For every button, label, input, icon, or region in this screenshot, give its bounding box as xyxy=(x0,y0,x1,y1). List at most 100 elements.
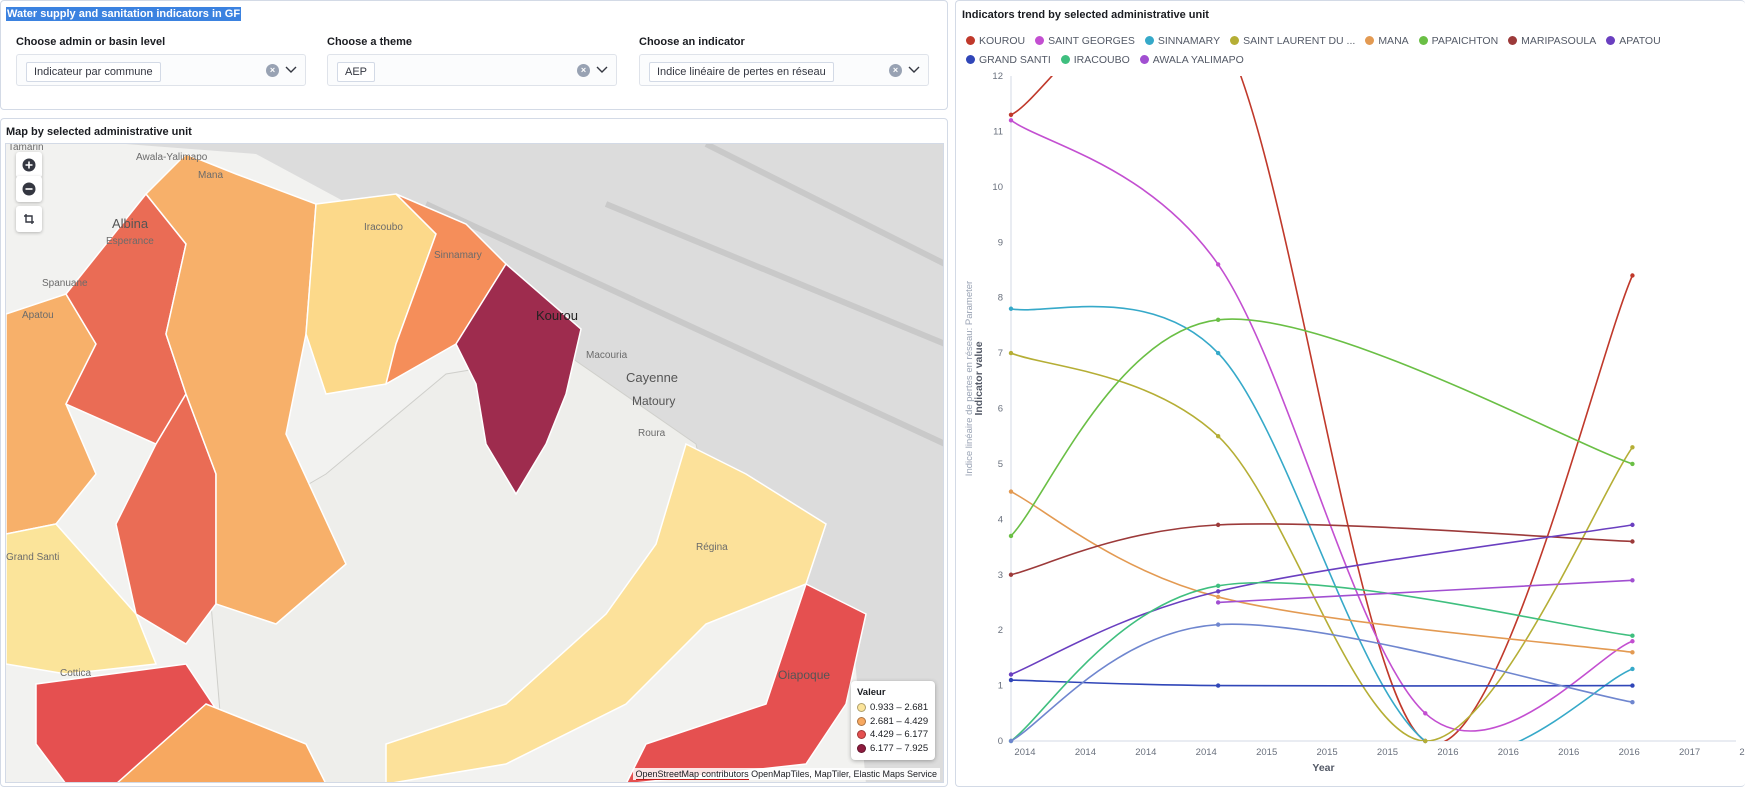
place-label: Kourou xyxy=(536,308,578,323)
zoom-out-button[interactable] xyxy=(16,176,42,202)
theme-chip[interactable]: AEP xyxy=(337,62,376,82)
region-regina[interactable] xyxy=(385,442,827,783)
region-kourou[interactable] xyxy=(455,262,582,496)
data-point[interactable] xyxy=(1008,738,1014,744)
data-point[interactable] xyxy=(1008,306,1014,311)
legend-item[interactable]: APATOU xyxy=(1606,31,1661,50)
map-panel-title: Map by selected administrative unit xyxy=(6,126,192,138)
data-point[interactable] xyxy=(1008,672,1014,677)
chevron-down-icon[interactable] xyxy=(595,62,609,76)
data-point[interactable] xyxy=(1215,317,1221,323)
series-line[interactable] xyxy=(1011,490,1633,654)
data-point[interactable] xyxy=(1215,589,1221,594)
data-point[interactable] xyxy=(1630,461,1635,467)
data-point[interactable] xyxy=(1423,711,1428,716)
series-line[interactable] xyxy=(1011,352,1634,741)
series-line[interactable] xyxy=(1011,318,1633,537)
legend-item[interactable]: KOUROU xyxy=(966,31,1025,50)
zoom-in-button[interactable] xyxy=(16,152,42,178)
data-point[interactable] xyxy=(1630,666,1635,672)
theme-select[interactable]: AEP × xyxy=(327,54,617,86)
legend-swatch xyxy=(857,730,866,740)
osm-attribution-link[interactable]: OpenStreetMap contributors xyxy=(635,769,749,780)
dashboard-title: Water supply and sanitation indicators i… xyxy=(6,7,242,21)
x-tick-label: 2014 xyxy=(1135,747,1156,758)
legend-item[interactable]: PAPAICHTON xyxy=(1418,31,1498,50)
indicator-chip[interactable]: Indice linéaire de pertes en réseau xyxy=(649,62,834,82)
map-panel: Map by selected administrative unit Tama… xyxy=(0,118,948,787)
legend-item[interactable]: SINNAMARY xyxy=(1144,31,1220,50)
data-point[interactable] xyxy=(1215,350,1221,356)
data-point[interactable] xyxy=(1215,622,1221,627)
data-point[interactable] xyxy=(1215,434,1221,439)
legend-item[interactable]: SAINT GEORGES xyxy=(1035,31,1135,50)
data-point[interactable] xyxy=(1630,639,1635,644)
legend-rows: 0.933 – 2.681 2.681 – 4.429 4.429 – 6.177 6… xyxy=(857,701,929,755)
choropleth-map[interactable] xyxy=(6,144,944,783)
data-point[interactable] xyxy=(1008,350,1014,356)
legend-item[interactable]: AWALA YALIMAPO xyxy=(1139,50,1244,69)
legend-item[interactable]: MARIPASOULA xyxy=(1508,31,1596,50)
clear-icon[interactable]: × xyxy=(577,64,590,77)
region-mana[interactable] xyxy=(144,153,347,625)
chevron-down-icon[interactable] xyxy=(907,62,921,76)
clear-icon[interactable]: × xyxy=(266,64,279,77)
chevron-down-icon[interactable] xyxy=(284,62,298,76)
admin-level-chip[interactable]: Indicateur par commune xyxy=(26,62,161,82)
data-point[interactable] xyxy=(1630,539,1635,544)
x-tick-label: 2016 xyxy=(1437,747,1458,758)
legend-item[interactable]: IRACOUBO xyxy=(1060,50,1130,69)
legend-item[interactable]: SAINT LAURENT DU ... xyxy=(1230,31,1355,50)
series-line[interactable] xyxy=(1218,579,1633,604)
series-line[interactable] xyxy=(1011,305,1633,755)
data-point[interactable] xyxy=(1008,112,1014,117)
place-label: Awala-Yalimapo xyxy=(136,152,208,163)
map-attribution: OpenStreetMap contributors OpenMapTiles,… xyxy=(632,768,940,780)
data-point[interactable] xyxy=(1630,633,1635,638)
data-point[interactable] xyxy=(1008,677,1014,683)
data-point[interactable] xyxy=(1630,700,1635,705)
trend-panel-title: Indicators trend by selected administrat… xyxy=(962,9,1209,21)
region-sinnamary[interactable] xyxy=(384,193,507,386)
series-line[interactable] xyxy=(1011,623,1633,741)
legend-item[interactable]: GRAND SANTI xyxy=(966,50,1051,69)
legend-dot xyxy=(1060,55,1070,64)
clear-icon[interactable]: × xyxy=(889,64,902,77)
data-point[interactable] xyxy=(1008,489,1014,494)
data-point[interactable] xyxy=(1215,594,1221,600)
series-line[interactable] xyxy=(1011,1,1634,744)
series-line[interactable] xyxy=(1011,119,1633,732)
series-line[interactable] xyxy=(1011,523,1633,576)
chart-legend: KOUROU SAINT GEORGES SINNAMARY SAINT LAUREN… xyxy=(966,31,1745,69)
map-canvas[interactable]: Tamarin Awala-Yalimapo Mana Albina Esper… xyxy=(5,143,944,783)
data-point[interactable] xyxy=(1215,600,1221,605)
data-point[interactable] xyxy=(1630,273,1635,278)
data-point[interactable] xyxy=(1630,445,1635,450)
data-point[interactable] xyxy=(1215,522,1221,528)
indicator-select[interactable]: Indice linéaire de pertes en réseau × xyxy=(639,54,929,86)
data-point[interactable] xyxy=(1008,533,1014,539)
legend-item[interactable]: MANA xyxy=(1365,31,1409,50)
data-point[interactable] xyxy=(1215,262,1221,267)
legend-dot xyxy=(1230,36,1240,45)
data-point[interactable] xyxy=(1630,522,1635,528)
data-point[interactable] xyxy=(1008,118,1014,123)
legend-series-name: AWALA YALIMAPO xyxy=(1152,53,1244,66)
place-label: Tamarin xyxy=(8,143,44,153)
series-line[interactable] xyxy=(1011,524,1633,676)
data-point[interactable] xyxy=(1008,572,1014,577)
region-south[interactable] xyxy=(116,703,326,783)
data-point[interactable] xyxy=(1630,650,1635,655)
theme-label: Choose a theme xyxy=(327,36,412,48)
region-grand-santi[interactable] xyxy=(6,523,158,675)
series-line[interactable] xyxy=(1011,581,1633,741)
data-point[interactable] xyxy=(1215,683,1221,688)
data-point[interactable] xyxy=(1215,583,1221,589)
data-point[interactable] xyxy=(1630,683,1635,688)
fit-bounds-button[interactable] xyxy=(16,206,42,232)
data-point[interactable] xyxy=(1630,578,1635,583)
data-point[interactable] xyxy=(1423,738,1428,744)
admin-level-select[interactable]: Indicateur par commune × xyxy=(16,54,306,86)
series-line[interactable] xyxy=(1011,679,1633,687)
